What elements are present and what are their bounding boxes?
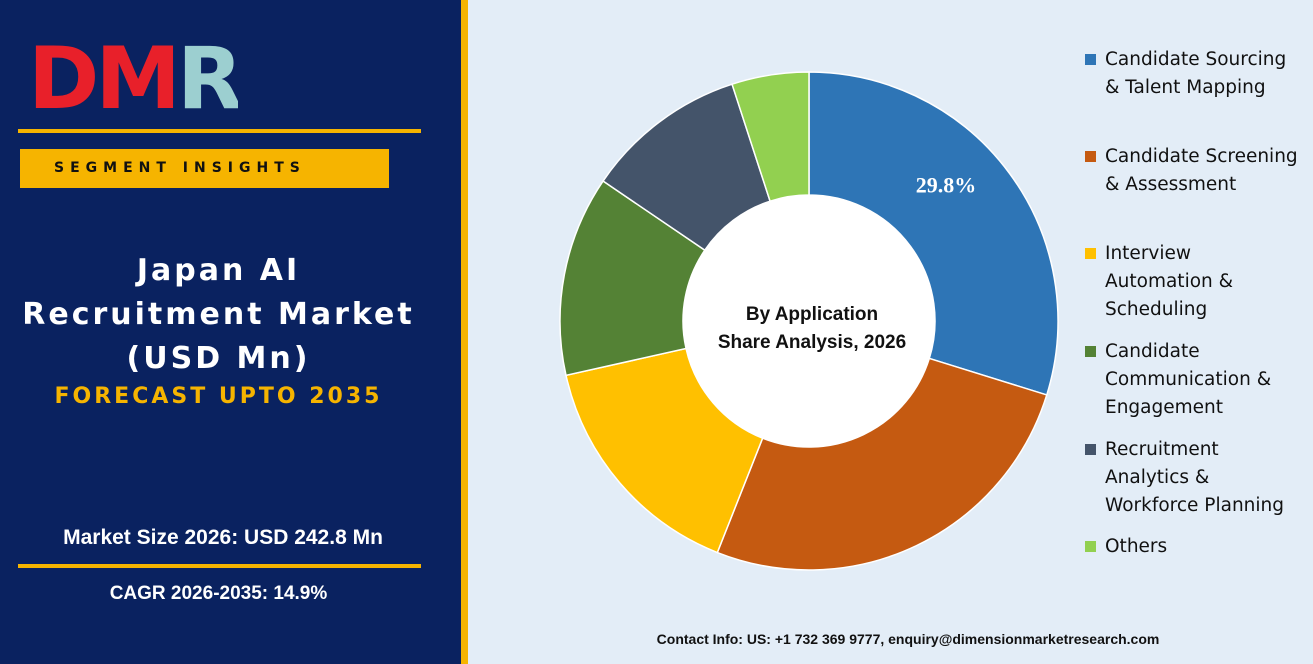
contact-info: Contact Info: US: +1 732 369 9777, enqui…	[656, 631, 1160, 647]
legend-swatch	[1085, 444, 1096, 455]
donut-slices	[559, 71, 1059, 571]
title-line-2: Recruitment Market	[22, 297, 415, 332]
left-panel-border	[461, 0, 468, 664]
legend-swatch	[1085, 248, 1096, 259]
svg-text:DMR: DMR	[28, 34, 238, 116]
divider-bottom	[18, 564, 421, 568]
legend-swatch	[1085, 541, 1096, 552]
left-panel: DMR SEGMENT INSIGHTS Japan AI Recruitmen…	[0, 0, 461, 664]
logo-letter-r: R	[177, 34, 238, 116]
right-panel: By Application Share Analysis, 2026 29.8…	[468, 0, 1313, 664]
donut-hole	[683, 195, 935, 447]
logo-letter-m: M	[95, 34, 177, 116]
divider-top	[18, 129, 421, 133]
legend-label: Candidate Sourcing & Talent Mapping	[1105, 49, 1287, 98]
segment-insights-banner: SEGMENT INSIGHTS	[20, 149, 389, 188]
donut-chart: By Application Share Analysis, 2026 29.8…	[559, 71, 1059, 571]
legend-swatch	[1085, 346, 1096, 357]
slice-data-label-1: 29.8%	[916, 172, 977, 197]
market-size: Market Size 2026: USD 242.8 Mn	[63, 526, 383, 549]
cagr: CAGR 2026-2035: 14.9%	[109, 583, 328, 604]
legend-label: Candidate Communication & Engagement	[1105, 341, 1272, 418]
legend-swatch	[1085, 151, 1096, 162]
legend-swatch	[1085, 54, 1096, 65]
forecast-label: FORECAST UPTO 2035	[54, 384, 383, 409]
legend-label: Interview Automation & Scheduling	[1105, 243, 1234, 320]
legend-label: Others	[1105, 536, 1168, 557]
dmr-logo: DMR	[28, 34, 238, 116]
title-line-1: Japan AI	[136, 253, 301, 288]
title-line-3: (USD Mn)	[126, 341, 311, 376]
logo-letter-d: D	[28, 34, 95, 116]
center-label-line-2: Share Analysis, 2026	[718, 332, 906, 353]
segment-insights-label: SEGMENT INSIGHTS	[54, 160, 306, 176]
center-label-line-1: By Application	[746, 304, 878, 325]
legend-label: Recruitment Analytics & Workforce Planni…	[1105, 439, 1285, 516]
slice-labels: 29.8%	[916, 172, 977, 197]
legend-label: Candidate Screening & Assessment	[1105, 146, 1298, 195]
